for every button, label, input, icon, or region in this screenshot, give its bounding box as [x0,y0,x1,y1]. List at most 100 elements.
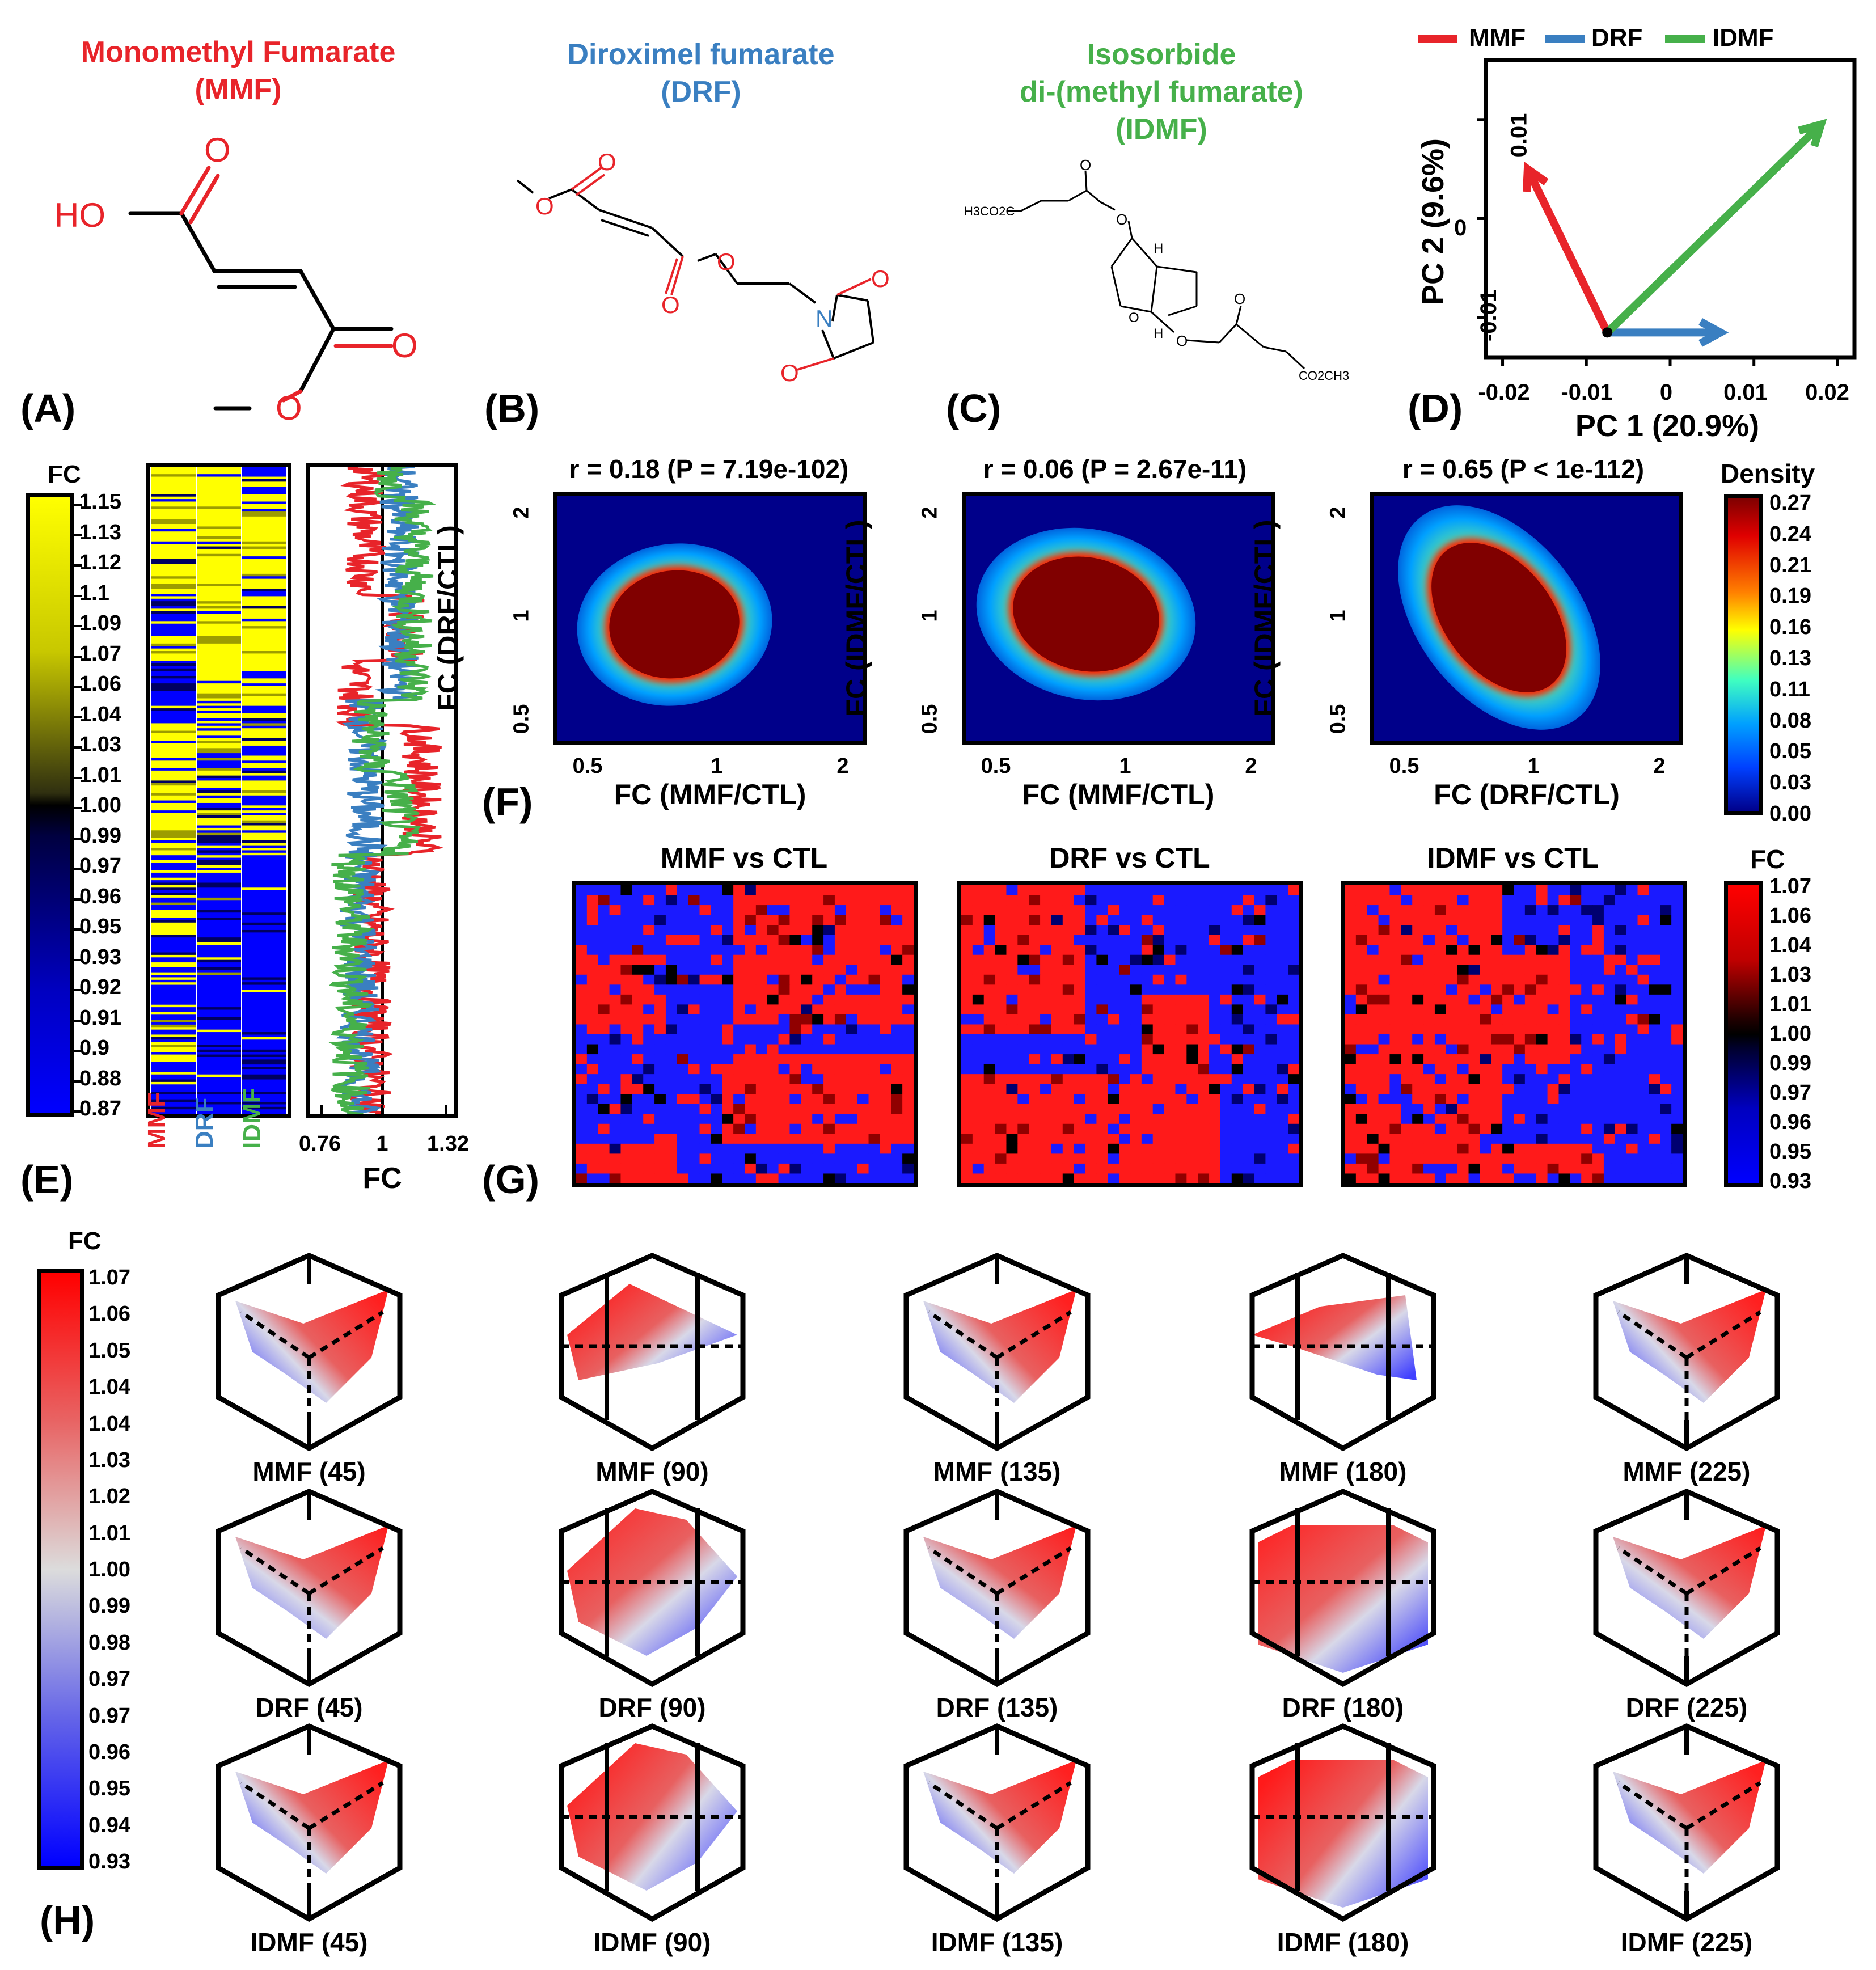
som-cell [699,1014,711,1025]
som-cell [1558,935,1570,945]
som-cell [1581,1034,1593,1045]
som-cell [983,945,996,956]
fc-column-cell [151,1004,196,1008]
som-cell [868,905,880,916]
som-cell [1524,974,1537,985]
som-cell [1536,935,1548,945]
som-cell [1547,1094,1560,1105]
som-cell [1536,1054,1548,1065]
fc-column-cell [242,1094,286,1097]
som-cell [665,945,678,956]
panel-label-d: (D) [1408,386,1463,430]
som-cell [1198,935,1210,945]
som-cell [1085,1014,1097,1025]
som-cell [745,1074,757,1085]
som-cell [1378,905,1391,916]
som-cell [880,1143,891,1154]
fc-column-cell [151,965,196,968]
som-cell [1220,935,1232,945]
som-cell [1017,1153,1029,1164]
fc-column-cell [242,718,286,721]
som-cell [1175,1024,1187,1035]
som-cell [1412,1034,1424,1045]
som-cell [1040,1064,1052,1075]
som-cell [654,1173,666,1183]
som-cell [812,1123,824,1134]
som-cell [1085,1034,1097,1045]
fc-column-cell [197,1069,241,1072]
som-cell [1220,1084,1232,1094]
som-cell [1491,994,1503,1005]
fc-column-cell [151,551,196,555]
som-cell [1119,1123,1131,1134]
fc-column-cell [242,738,286,741]
som-cell [1108,1064,1119,1075]
som-cell [1480,1074,1491,1085]
som-cell [1096,905,1108,916]
som-cell [1108,984,1119,995]
som-cell [1254,974,1266,985]
som-cell [1401,1004,1413,1015]
som-cell [995,915,1007,925]
som-cell [1502,954,1514,965]
som-cell [1524,1064,1537,1075]
som-cell [1626,994,1638,1005]
surface-axis [1685,1781,1761,1830]
som-tick-label: 0.95 [1769,1140,1811,1164]
som-cell [1457,935,1469,945]
fc-column-cell [242,992,286,995]
som-cell [1345,1114,1357,1124]
som-cell [880,1114,891,1124]
som-cell [745,1094,757,1105]
som-cell [1198,1173,1210,1183]
fc-column-cell [242,1109,286,1113]
fc-column-cell [151,576,196,580]
fc-column-cell [197,1049,241,1052]
som-cell [1288,1094,1299,1105]
som-cell [812,935,824,945]
som-cell [1615,935,1627,945]
som-cell [1626,1034,1638,1045]
som-cell [891,1143,903,1154]
surface-mesh [235,1290,388,1403]
surface-legend-title: FC [68,1227,102,1255]
fc-column-cell [197,603,241,607]
som-cell [1006,1143,1018,1154]
fc-column-cell [242,509,286,512]
som-cell [677,1134,689,1144]
som-cell [1152,1074,1165,1085]
som-cell [576,905,588,916]
som-cell [1254,1064,1266,1075]
som-cell [1558,925,1570,936]
som-cell [1062,935,1075,945]
fc-column-cell [151,711,196,714]
fc-column-cell [197,598,241,602]
som-cell [745,885,757,896]
som-cell [1480,1173,1491,1183]
som-cell [961,1094,973,1105]
som-cell [745,1054,757,1065]
som-cell [1345,935,1357,945]
som-cell [1017,1114,1029,1124]
som-cell [868,1143,880,1154]
som-cell [1265,1163,1277,1174]
som-cell [1108,935,1119,945]
panel-label-g: (G) [482,1157,540,1202]
pca-arrowhead-idmf [1798,119,1827,147]
som-cell [1637,1153,1649,1164]
som-cell [1265,1044,1277,1055]
fc-column-cell [242,668,286,671]
som-cell [643,935,655,945]
som-cell [755,1084,768,1094]
som-cell [1615,1104,1627,1114]
som-cell [1108,945,1119,956]
som-cell [586,984,599,995]
som-cell [1389,1104,1401,1114]
som-cell [1592,1004,1604,1015]
som-cell [677,1143,689,1154]
som-cell [711,954,722,965]
som-cell [1570,1094,1582,1105]
fc-column-cell [197,868,241,871]
som-cell [1345,1163,1357,1174]
som-cell [1626,974,1638,985]
